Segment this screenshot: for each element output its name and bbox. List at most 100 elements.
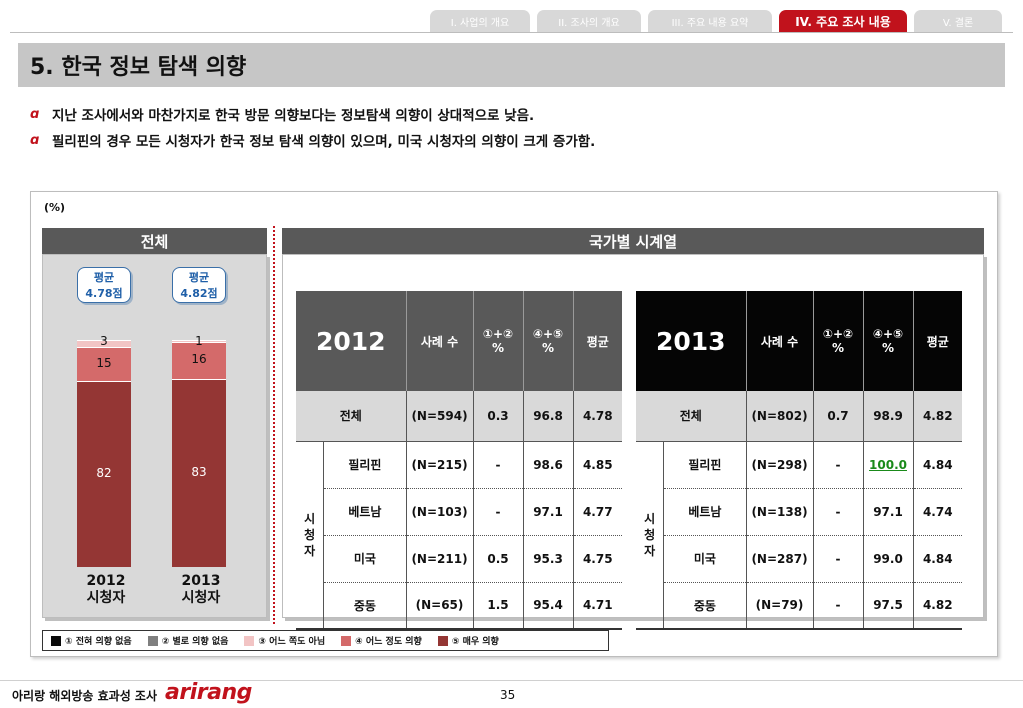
segment-value-label: 16 (191, 352, 207, 367)
table-cell: 4.71 (573, 582, 622, 630)
segment-somewhat-likely (172, 342, 226, 379)
table-cell: - (813, 441, 864, 489)
page-title: 5. 한국 정보 탐색 의향 (18, 43, 1005, 87)
table-cell: 4.75 (573, 535, 622, 583)
footer: 아리랑 해외방송 효과성 조사 arirang (12, 680, 252, 705)
tab-summary[interactable]: III. 주요 내용 요약 (648, 10, 772, 32)
table-cell: (N=802) (746, 391, 814, 442)
bar-label-year: 2012 (86, 573, 126, 589)
table-cell: 97.1 (523, 488, 574, 536)
table-cell: (N=79) (746, 582, 814, 630)
column-header: ④+⑤% (523, 291, 574, 391)
column-header: 사례 수 (746, 291, 814, 391)
legend-swatch (147, 635, 158, 646)
summary-bullets: ɑ 지난 조사에서와 마찬가지로 한국 방문 의향보다는 정보탐색 의향이 상대… (30, 101, 595, 153)
table-cell: 4.85 (573, 441, 622, 489)
panel-divider (273, 226, 275, 624)
avg-value: 4.78점 (85, 287, 123, 300)
table-cell: 95.4 (523, 582, 574, 630)
legend-item: ① 전혀 의향 없음 (51, 634, 132, 647)
table-cell: 4.82 (913, 391, 962, 442)
tab-conclusion[interactable]: V. 결론 (914, 10, 1002, 32)
bullet-item: ɑ 필리핀의 경우 모든 시청자가 한국 정보 탐색 의향이 있으며, 미국 시… (30, 127, 595, 153)
table-cell: 4.82 (913, 582, 962, 630)
table-cell: (N=298) (746, 441, 814, 489)
table-cell: 98.6 (523, 441, 574, 489)
table-row: 중동 (N=65) 1.5 95.4 4.71 (296, 582, 622, 630)
avg-callout-2012: 평균 4.78점 (77, 267, 131, 303)
bar-label-year: 2013 (181, 573, 221, 589)
segment-value-label: 1 (195, 334, 203, 348)
bar-label-2013: 2013 시청자 (161, 573, 241, 607)
bullet-item: ɑ 지난 조사에서와 마찬가지로 한국 방문 의향보다는 정보탐색 의향이 상대… (30, 101, 595, 127)
legend-label: ⑤ 매우 의향 (451, 637, 499, 647)
table-cell: 4.84 (913, 441, 962, 489)
table-cell: 100.0 (863, 441, 914, 489)
row-label: 중동 (323, 582, 407, 630)
table-cell: (N=215) (406, 441, 474, 489)
bullet-text: 필리핀의 경우 모든 시청자가 한국 정보 탐색 의향이 있으며, 미국 시청자… (52, 134, 596, 150)
avg-callout-2013: 평균 4.82점 (172, 267, 226, 303)
table-row: 시 청 자 필리핀 (N=215) -98.6 4.85 (296, 441, 622, 630)
row-label: 필리핀 (323, 441, 407, 489)
footer-text: 아리랑 해외방송 효과성 조사 (12, 689, 158, 703)
overall-chart-title: 전체 (42, 228, 267, 254)
legend-label: ② 별로 의향 없음 (161, 637, 229, 647)
column-header: 사례 수 (406, 291, 474, 391)
bar-label-group: 시청자 (181, 590, 221, 606)
table-row: 베트남 (N=103) -97.1 4.77 (296, 488, 622, 536)
table-row: 미국 (N=211) 0.5 95.3 4.75 (296, 535, 622, 583)
bullet-icon: ɑ (30, 132, 40, 148)
avg-label: 평균 (93, 271, 115, 284)
legend-swatch (244, 635, 255, 646)
table-cell: 4.77 (573, 488, 622, 536)
tab-survey-overview[interactable]: II. 조사의 개요 (537, 10, 641, 32)
country-trend-panel: 국가별 시계열 2012 사례 수 ①+②% ④+⑤% 평균 전체 (N=594) 0.3 96… (282, 228, 984, 630)
table-row: 베트남 (N=138) -97.1 4.74 (636, 488, 962, 536)
table-cell: - (813, 488, 864, 536)
table-cell: 4.78 (573, 391, 622, 442)
table-cell: (N=211) (406, 535, 474, 583)
legend-label: ① 전혀 의향 없음 (65, 637, 132, 647)
table-row-total: 전체 (N=802) 0.7 98.9 4.82 (636, 391, 962, 442)
avg-label: 평균 (188, 271, 210, 284)
table-cell: 0.7 (813, 391, 864, 442)
table-cell: - (813, 582, 864, 630)
legend-item: ⑤ 매우 의향 (437, 634, 499, 647)
column-header: ④+⑤% (863, 291, 914, 391)
segment-value-label: 83 (191, 464, 207, 479)
legend-swatch (437, 635, 448, 646)
table-cell: 98.9 (863, 391, 914, 442)
table-year: 2013 (636, 291, 747, 391)
row-label: 전체 (636, 391, 747, 442)
table-cell: 4.84 (913, 535, 962, 583)
row-label: 베트남 (323, 488, 407, 536)
table-row: 미국 (N=287) -99.0 4.84 (636, 535, 962, 583)
stacked-bar-chart: 평균 4.78점 평균 4.82점 2012 시청자 2013 시청자 82 15… (42, 254, 267, 618)
row-label: 중동 (663, 582, 747, 630)
table-cell: (N=103) (406, 488, 474, 536)
unit-label: (%) (44, 201, 66, 214)
table-row-total: 전체 (N=594) 0.3 96.8 4.78 (296, 391, 622, 442)
page-number: 35 (500, 688, 516, 702)
column-header: 평균 (573, 291, 622, 391)
row-label: 미국 (663, 535, 747, 583)
bar-label-group: 시청자 (86, 590, 126, 606)
table-year: 2012 (296, 291, 407, 391)
legend-swatch (341, 635, 352, 646)
tab-business-overview[interactable]: I. 사업의 개요 (430, 10, 530, 32)
overall-chart-panel: 전체 평균 4.78점 평균 4.82점 2012 시청자 2013 시청자 8… (42, 228, 267, 620)
row-label: 전체 (296, 391, 407, 442)
tab-main-results[interactable]: IV. 주요 조사 내용 (779, 10, 907, 32)
table-cell: 0.5 (473, 535, 524, 583)
segment-very-likely (77, 380, 131, 567)
table-cell: 99.0 (863, 535, 914, 583)
country-trend-title: 국가별 시계열 (282, 228, 984, 254)
country-trend-body: 2012 사례 수 ①+②% ④+⑤% 평균 전체 (N=594) 0.3 96.8 4.78 시 청… (282, 254, 984, 630)
avg-value: 4.82점 (180, 287, 218, 300)
bar-label-2012: 2012 시청자 (66, 573, 146, 607)
table-cell: - (473, 488, 524, 536)
table-cell: 1.5 (473, 582, 524, 630)
table-2012: 2012 사례 수 ①+②% ④+⑤% 평균 전체 (N=594) 0.3 96.8 4.78 시 청… (296, 291, 622, 630)
